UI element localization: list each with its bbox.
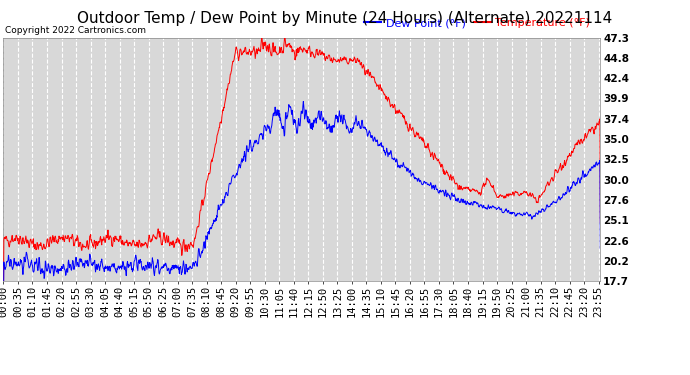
- Legend: Dew Point (°F), Temperature (°F): Dew Point (°F), Temperature (°F): [360, 14, 595, 33]
- Text: Copyright 2022 Cartronics.com: Copyright 2022 Cartronics.com: [5, 26, 146, 35]
- Text: Outdoor Temp / Dew Point by Minute (24 Hours) (Alternate) 20221114: Outdoor Temp / Dew Point by Minute (24 H…: [77, 11, 613, 26]
